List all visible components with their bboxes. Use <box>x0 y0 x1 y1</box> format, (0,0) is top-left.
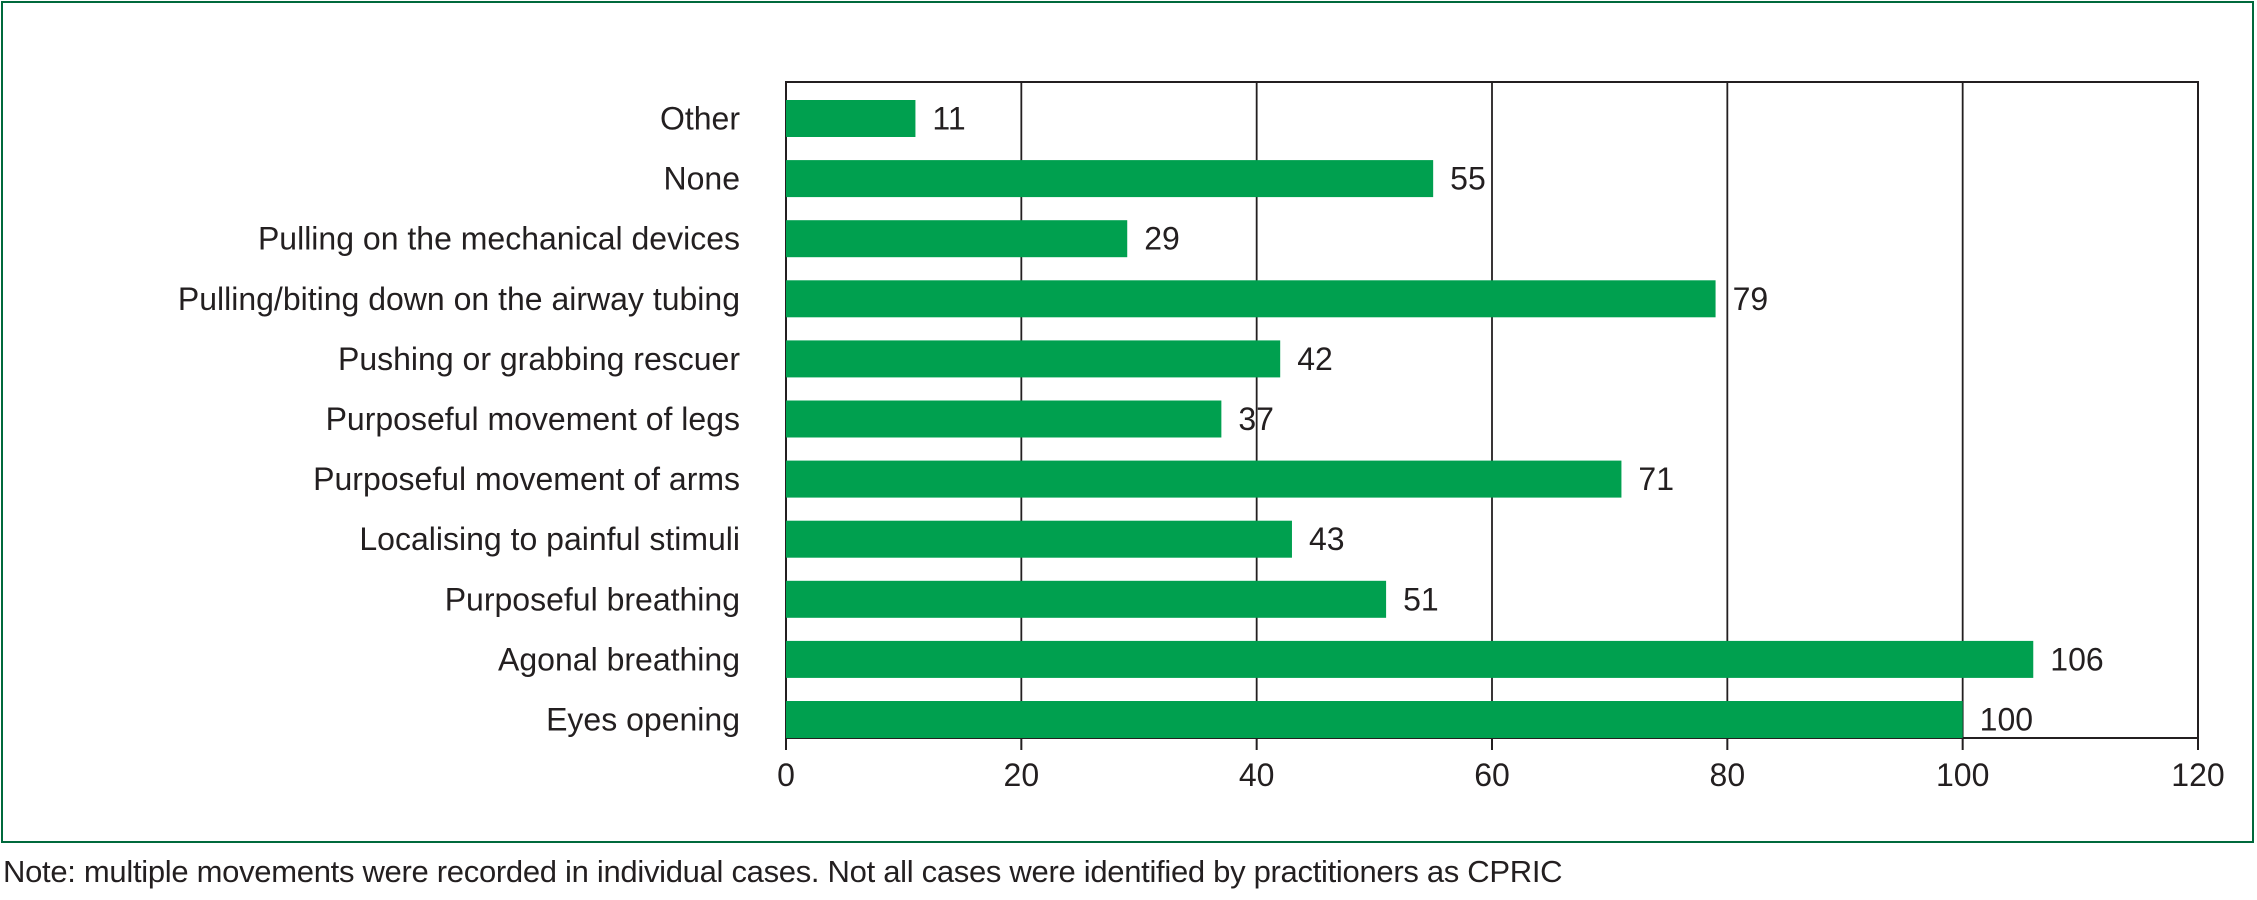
data-label: 55 <box>1450 161 1486 197</box>
data-label: 29 <box>1144 221 1180 257</box>
category-label: Pulling on the mechanical devices <box>258 221 740 257</box>
data-label: 106 <box>2050 641 2103 677</box>
bar <box>786 400 1222 438</box>
tick-label: 120 <box>2171 757 2224 793</box>
chart-frame <box>1 1 2254 843</box>
data-label: 100 <box>1980 702 2033 738</box>
data-label: 79 <box>1733 281 1769 317</box>
footnote: Note: multiple movements were recorded i… <box>3 854 1563 889</box>
category-label: Localising to painful stimuli <box>359 521 740 557</box>
tick-label: 60 <box>1474 757 1510 793</box>
bar <box>786 640 2034 678</box>
bar <box>786 220 1128 258</box>
bar <box>786 340 1281 378</box>
tick-label: 100 <box>1936 757 1989 793</box>
bar-chart: 11 Other 55 None 29 Pulling on the mechanical… <box>178 81 2225 794</box>
tick-label: 0 <box>777 757 795 793</box>
bar <box>786 701 1963 738</box>
tick-label: 20 <box>1004 757 1040 793</box>
bar <box>786 580 1387 618</box>
data-label: 51 <box>1403 581 1439 617</box>
category-label: Purposeful movement of legs <box>326 401 740 437</box>
data-label: 11 <box>932 101 965 137</box>
bar <box>786 520 1292 558</box>
category-label: None <box>664 161 741 197</box>
category-label: Other <box>660 101 740 137</box>
axis-layer <box>785 738 2199 750</box>
bar <box>786 460 1622 498</box>
category-label: Eyes opening <box>546 702 740 738</box>
tick-label: 40 <box>1239 757 1275 793</box>
label-layer: 11 Other 55 None 29 Pulling on the mechanical… <box>178 101 2225 794</box>
data-label: 37 <box>1238 401 1274 437</box>
data-label: 42 <box>1297 341 1333 377</box>
bar <box>786 100 916 137</box>
category-label: Purposeful movement of arms <box>313 461 740 497</box>
data-label: 43 <box>1309 521 1345 557</box>
bar <box>786 160 1434 198</box>
bar <box>786 280 1716 318</box>
category-label: Agonal breathing <box>498 641 740 677</box>
tick-label: 80 <box>1710 757 1746 793</box>
bar-layer <box>786 100 2034 738</box>
category-label: Purposeful breathing <box>445 581 740 617</box>
category-label: Pushing or grabbing rescuer <box>338 341 740 377</box>
data-label: 71 <box>1638 461 1674 497</box>
category-label: Pulling/biting down on the airway tubing <box>178 281 740 317</box>
